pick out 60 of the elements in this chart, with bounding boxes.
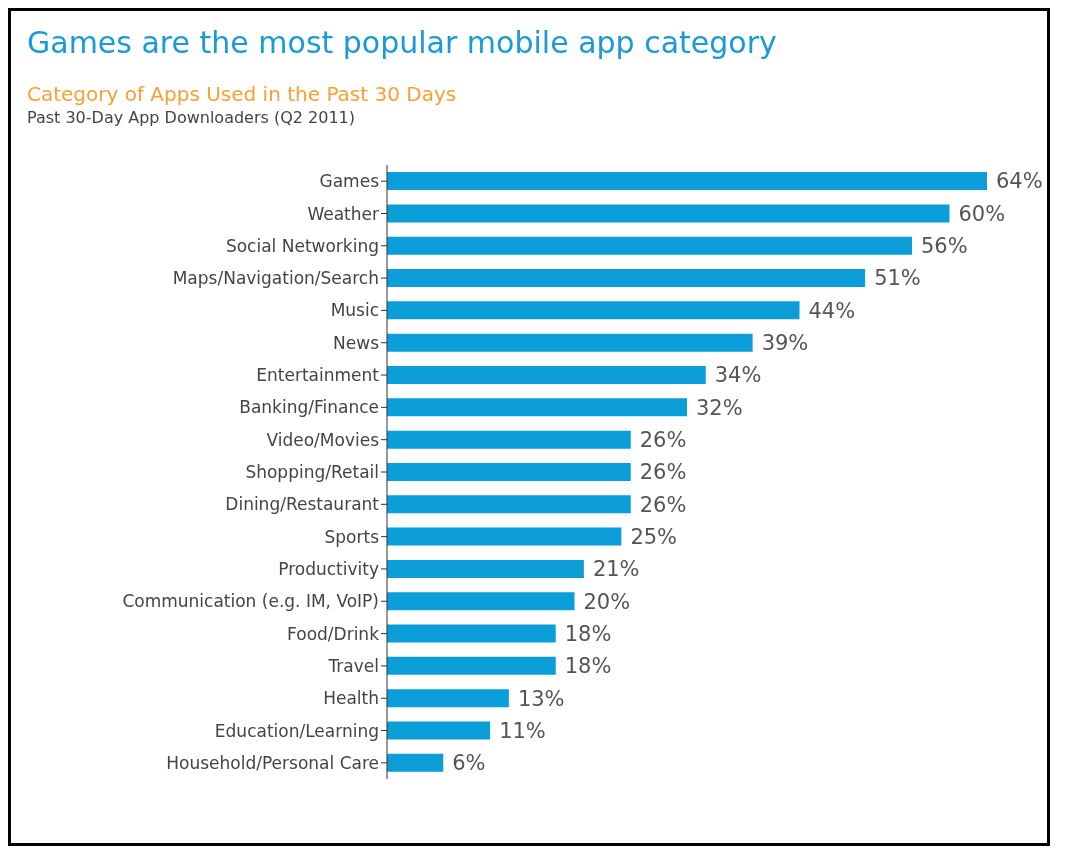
bar	[387, 366, 706, 384]
data-label: 51%	[874, 266, 921, 291]
data-label: 18%	[564, 654, 612, 679]
y-tick-label: Maps/Navigation/Search	[172, 268, 379, 289]
y-tick-label: Food/Drink	[287, 623, 380, 644]
bar	[387, 689, 509, 708]
data-label: 18%	[564, 621, 612, 646]
bar	[387, 236, 912, 255]
y-tick-label: Household/Personal Care	[166, 752, 379, 773]
bar	[387, 269, 866, 288]
chart-title: Games are the most popular mobile app category	[27, 25, 778, 60]
y-tick-label: Music	[330, 300, 379, 321]
y-tick-label: Communication (e.g. IM, VoIP)	[122, 591, 379, 612]
text: Past 30-Day App Downloaders (Q2 2011)	[27, 108, 357, 127]
data-label: 21%	[592, 557, 640, 582]
bar	[387, 333, 753, 352]
y-tick-label: Weather	[307, 203, 380, 224]
data-label: 39%	[761, 331, 809, 356]
bar	[387, 721, 491, 740]
bar	[387, 462, 631, 481]
y-tick-label: Sports	[324, 526, 380, 547]
data-label: 26%	[639, 460, 687, 485]
data-label: 26%	[639, 492, 687, 517]
data-label: 13%	[517, 686, 565, 711]
bar	[387, 430, 631, 449]
chart-subtitle: Category of Apps Used in the Past 30 Days	[27, 82, 458, 106]
bar	[387, 656, 556, 675]
y-tick-label: Video/Movies	[266, 429, 380, 450]
bar	[387, 527, 622, 546]
y-tick-label: Dining/Restaurant	[225, 494, 380, 515]
data-label: 6%	[452, 751, 486, 776]
data-label: 44%	[808, 298, 856, 323]
bar	[387, 495, 631, 514]
bar	[387, 624, 556, 643]
y-tick-label: Banking/Finance	[239, 397, 379, 418]
y-tick-label: Health	[323, 688, 379, 709]
y-tick-label: Shopping/Retail	[245, 462, 379, 483]
bar	[387, 172, 987, 191]
data-label: 64%	[996, 169, 1043, 194]
data-label: 26%	[639, 427, 687, 452]
data-label: 11%	[499, 718, 546, 743]
data-label: 56%	[921, 234, 968, 259]
bar	[387, 301, 800, 320]
data-label: 32%	[696, 395, 743, 420]
bar	[387, 753, 444, 772]
y-tick-label: Social Networking	[225, 235, 379, 256]
bar	[387, 398, 687, 417]
y-tick-label: Education/Learning	[214, 720, 379, 741]
y-tick-label: News	[333, 332, 380, 353]
y-tick-label: Travel	[327, 655, 379, 676]
data-label: 25%	[630, 524, 678, 549]
bar	[387, 559, 584, 578]
data-label: 34%	[714, 363, 762, 388]
bar	[387, 592, 575, 611]
data-label: 60%	[958, 201, 1006, 226]
bar	[387, 204, 950, 223]
data-label: 20%	[583, 589, 631, 614]
y-tick-label: Entertainment	[256, 365, 380, 386]
y-tick-label: Productivity	[278, 558, 379, 579]
y-tick-label: Games	[319, 171, 380, 192]
